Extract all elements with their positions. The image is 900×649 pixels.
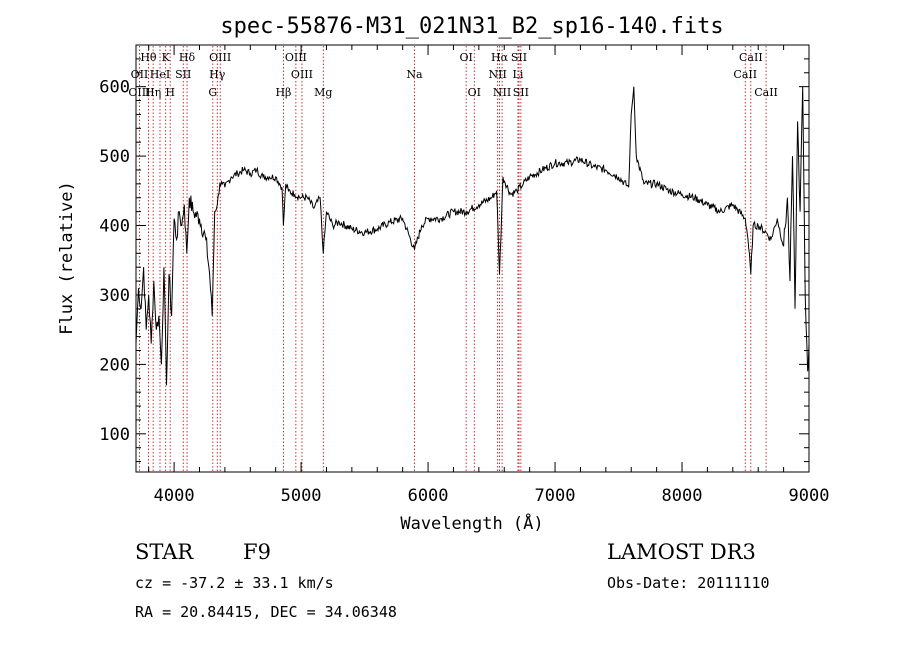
- y-axis-ticks: 100 200 300 400 500 600: [99, 58, 809, 463]
- spectral-label-2: Hδ: [179, 51, 196, 64]
- spectral-label-26: SII: [513, 86, 529, 99]
- x-tick-label-9000: 9000: [789, 486, 830, 506]
- spectral-label-1: K: [162, 51, 171, 64]
- x-axis-label: Wavelength (Å): [400, 512, 543, 534]
- spectral-label-25: NII: [493, 86, 511, 99]
- spectral-label-14: Na: [406, 68, 423, 81]
- spectral-label-18: OIII: [128, 86, 150, 99]
- object-subclass: F9: [243, 540, 271, 564]
- spectral-label-10: HeI: [150, 68, 170, 81]
- spectral-label-6: Hα: [491, 51, 509, 64]
- x-axis-ticks: 4000 5000 6000 7000 8000 9000: [148, 45, 830, 506]
- survey-name: LAMOST DR3: [607, 540, 756, 564]
- spectral-label-0: Hθ: [140, 51, 157, 64]
- spectral-line-markers: [139, 46, 767, 471]
- spectral-label-9: OII: [131, 68, 149, 81]
- y-axis-label: Flux (relative): [57, 181, 77, 335]
- spectral-label-5: OI: [459, 51, 472, 64]
- spectral-label-13: OIII: [291, 68, 313, 81]
- y-tick-label-200: 200: [99, 355, 130, 375]
- chart-title: spec-55876-M31_021N31_B2_sp16-140.fits: [220, 14, 723, 39]
- y-tick-label-600: 600: [99, 78, 130, 98]
- y-tick-label-500: 500: [99, 147, 130, 167]
- spectral-label-21: G: [208, 86, 217, 99]
- y-tick-label-400: 400: [99, 217, 130, 237]
- x-tick-label-4000: 4000: [154, 486, 195, 506]
- spectral-label-16: Li: [513, 68, 524, 81]
- y-tick-label-300: 300: [99, 286, 130, 306]
- spectral-label-12: Hγ: [209, 68, 226, 81]
- coordinates-text: RA = 20.84415, DEC = 34.06348: [135, 603, 397, 621]
- spectral-label-15: NII: [488, 68, 506, 81]
- spectral-label-8: CaII: [739, 51, 763, 64]
- spectral-label-17: CaII: [733, 68, 757, 81]
- y-tick-label-100: 100: [99, 425, 130, 445]
- spectral-label-3: OIII: [209, 51, 231, 64]
- spectral-label-22: Hβ: [275, 86, 291, 99]
- object-class: STAR: [135, 540, 194, 564]
- spectral-label-4: OIII: [285, 51, 307, 64]
- spectral-label-27: CaII: [754, 86, 778, 99]
- x-tick-label-8000: 8000: [662, 486, 703, 506]
- spectrum-line: [135, 86, 810, 386]
- obs-date: Obs-Date: 20111110: [607, 574, 770, 592]
- x-tick-label-5000: 5000: [281, 486, 322, 506]
- x-tick-label-7000: 7000: [535, 486, 576, 506]
- redshift-text: cz = -37.2 ± 33.1 km/s: [135, 574, 334, 592]
- spectral-label-11: SII: [175, 68, 191, 81]
- spectral-label-24: OI: [468, 86, 481, 99]
- spectral-label-19: Hη: [145, 86, 161, 99]
- spectral-label-7: SII: [511, 51, 527, 64]
- spectral-label-20: H: [165, 86, 175, 99]
- spectral-label-23: Mg: [314, 86, 332, 99]
- plot-frame: [135, 44, 810, 473]
- x-tick-label-6000: 6000: [408, 486, 449, 506]
